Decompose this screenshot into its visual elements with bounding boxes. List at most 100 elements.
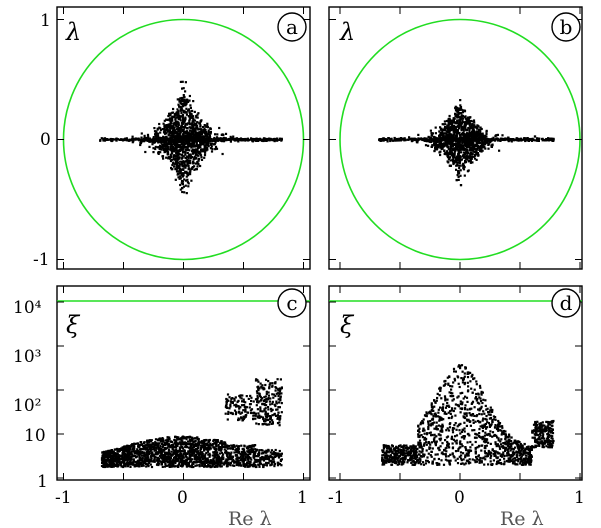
eigenvalue-point [459,138,462,141]
xi-point [167,448,170,451]
eigenvalue-point [469,134,472,137]
eigenvalue-point [186,122,189,125]
eigenvalue-point [179,108,182,111]
xi-point [270,449,273,452]
xi-point [257,385,260,388]
eigenvalue-point [199,143,202,147]
eigenvalue-point [178,167,182,170]
xi-point [246,453,250,457]
eigenvalue-point [420,138,423,141]
eigenvalue-point [174,135,177,138]
eigenvalue-point [206,137,209,140]
eigenvalue-point [188,119,191,122]
eigenvalue-point [450,133,453,136]
eigenvalue-point [157,132,160,135]
eigenvalue-point [170,125,173,128]
eigenvalue-point [456,122,459,125]
xi-point [158,454,161,457]
eigenvalue-point [195,149,198,152]
eigenvalue-point [541,139,544,142]
eigenvalue-point [198,122,201,125]
xi-point [172,458,175,461]
eigenvalue-point [182,165,185,168]
eigenvalue-point [164,150,167,153]
xi-point [184,463,187,466]
eigenvalue-point [188,118,191,121]
eigenvalue-point [99,138,102,142]
xi-point [179,455,183,458]
eigenvalue-point [468,130,471,133]
eigenvalue-point [463,165,466,169]
eigenvalue-point [200,128,203,131]
eigenvalue-point [171,116,174,119]
eigenvalue-point [443,120,446,123]
eigenvalue-point [193,122,196,125]
xi-point [267,396,270,400]
eigenvalue-point [167,114,170,118]
eigenvalue-point [115,139,118,142]
eigenvalue-point [451,119,454,122]
xi-point [187,450,190,453]
xi-point [106,453,109,456]
eigenvalue-point [206,146,209,149]
eigenvalue-point [526,139,529,142]
eigenvalue-point [473,131,476,134]
eigenvalue-point [443,149,446,153]
eigenvalue-point [463,142,466,145]
xi-point [249,409,252,412]
eigenvalue-point [456,174,459,177]
eigenvalue-point [246,139,250,142]
eigenvalue-point [456,125,459,128]
xi-point [162,453,165,457]
eigenvalue-point [188,155,191,158]
xi-point [206,459,209,462]
xi-point [255,455,258,458]
eigenvalue-point [434,136,437,139]
xi-point [175,448,178,451]
xi-point [200,446,203,449]
xi-point [242,461,245,464]
eigenvalue-point [181,130,185,133]
xi-point [252,455,255,458]
eigenvalue-point [472,127,475,130]
eigenvalue-point [456,155,459,158]
eigenvalue-point [485,129,488,132]
xi-point [163,460,166,463]
eigenvalue-point [460,112,463,115]
xi-point [153,459,156,462]
xi-point [249,394,252,397]
eigenvalue-point [434,132,437,135]
eigenvalue-point [379,139,382,142]
eigenvalue-point [186,163,189,166]
eigenvalue-point [218,126,221,130]
eigenvalue-point [179,97,182,100]
eigenvalue-point [484,143,487,146]
xi-point [197,444,200,447]
eigenvalue-point [153,127,156,130]
eigenvalue-point [203,149,206,153]
eigenvalue-point [178,137,181,140]
eigenvalue-point [179,80,182,83]
eigenvalue-point [473,147,476,150]
xi-point [232,445,235,448]
xi-point [270,422,273,425]
eigenvalue-point [280,137,283,140]
eigenvalue-point [167,123,170,126]
eigenvalue-point [465,151,468,154]
eigenvalue-point [452,134,455,137]
eigenvalue-point [186,172,189,175]
xi-point [233,397,236,400]
eigenvalue-point [187,100,190,103]
xi-point [273,403,276,406]
eigenvalue-point [476,152,480,155]
eigenvalue-point [150,140,154,143]
xi-point [168,458,171,461]
xi-point [212,438,215,442]
xi-point [277,406,280,409]
xi-point [215,441,218,444]
xi-point [175,457,178,460]
eigenvalue-point [131,141,134,144]
eigenvalue-point [391,139,394,142]
eigenvalue-point [481,132,484,135]
xi-point [165,443,168,446]
